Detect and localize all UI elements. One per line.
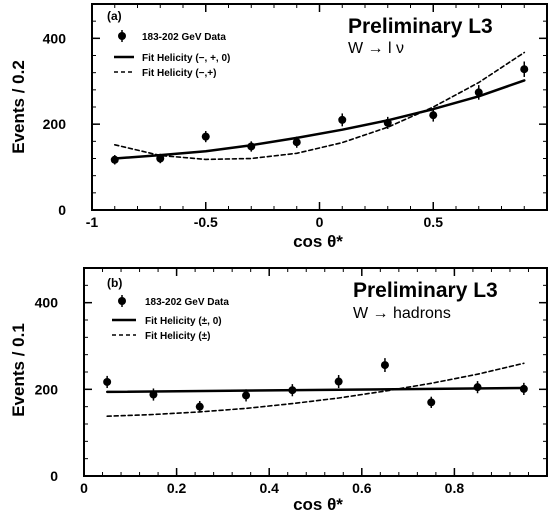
- panel-b-label: (b): [107, 276, 122, 290]
- panel-b-xtick-label: 0.2: [167, 480, 187, 496]
- panel-a-ytick-label: 0: [58, 202, 66, 218]
- panel-a-solid-fit-line: [113, 79, 526, 160]
- legend-entry-solid-fit: Fit Helicity (−, +, 0): [114, 53, 230, 64]
- panel-a-channel: W → l ν: [348, 40, 404, 57]
- panel-a-data-point: [201, 132, 210, 141]
- panel-b-xtick-label: 0.8: [445, 480, 465, 496]
- legend-dashed-label: Fit Helicity (±): [145, 331, 211, 342]
- panel-a-xtick-label: 0.5: [424, 214, 444, 230]
- legend-solid-label: Fit Helicity (±, 0): [145, 316, 222, 327]
- panel-a-ytick-label: 200: [43, 116, 67, 132]
- legend-data-marker: [118, 297, 126, 305]
- panel-a-label: (a): [107, 9, 122, 23]
- panel-b-ylabel: Events / 0.1: [9, 323, 28, 417]
- panel-a-xtick-label: -0.5: [194, 214, 218, 230]
- legend-entry-dashed-fit: Fit Helicity (−,+): [114, 68, 216, 79]
- panel-b-data-point: [380, 361, 389, 370]
- panel-b-ytick-label: 400: [35, 295, 59, 311]
- panel-a-xlabel: cos θ*: [293, 232, 343, 251]
- legend-entry-data: 183-202 GeV Data: [118, 295, 229, 308]
- panel-b-data-point: [334, 377, 343, 386]
- panel-b-ytick-label: 0: [50, 468, 58, 484]
- panel-b-data-point: [242, 391, 251, 400]
- panel-b-solid-fit-line: [105, 386, 526, 394]
- panel-a: -1 -0.5 0 0.5 0 200 400 (a) Preliminary L3 W →…: [9, 3, 548, 251]
- panel-a-data-point: [338, 115, 347, 124]
- legend-data-marker: [118, 32, 126, 40]
- panel-a-annotation: Preliminary L3: [348, 15, 493, 38]
- legend-entry-solid-fit: Fit Helicity (±, 0): [112, 316, 222, 327]
- panel-a-ylabel: Events / 0.2: [9, 60, 28, 154]
- panel-a-data-point: [292, 138, 301, 147]
- panel-a-xtick-label: 0: [316, 214, 324, 230]
- panel-a-frame: [91, 3, 548, 211]
- panel-a-data-point: [110, 155, 119, 164]
- panel-b-ytick-label: 200: [35, 381, 59, 397]
- panel-b-xlabel: cos θ*: [293, 495, 343, 514]
- panel-a-dashed-fit-line: [114, 51, 526, 161]
- panel-b-marks: 0 0.2 0.4 0.6 0.8 0 200 400: [35, 267, 548, 496]
- panel-a-legend: 183-202 GeV Data Fit Helicity (−, +, 0) …: [114, 30, 230, 79]
- panel-a-data-point: [520, 65, 529, 74]
- panel-b-data-point: [427, 398, 436, 407]
- panel-a-xtick-label: -1: [86, 214, 99, 230]
- legend-data-label: 183-202 GeV Data: [142, 32, 226, 43]
- panel-b-data-point: [195, 402, 204, 411]
- panel-b-xtick-label: 0: [80, 480, 88, 496]
- legend-entry-dashed-fit: Fit Helicity (±): [112, 331, 211, 342]
- panel-b-frame: [83, 267, 548, 477]
- panel-b-annotation: Preliminary L3: [353, 279, 498, 302]
- panel-a-ytick-label: 400: [43, 30, 67, 46]
- legend-dashed-label: Fit Helicity (−,+): [142, 68, 216, 79]
- panel-a-data-point: [429, 111, 438, 120]
- panel-b-data-point: [103, 377, 112, 386]
- legend-solid-label: Fit Helicity (−, +, 0): [142, 53, 230, 64]
- panel-b-legend: 183-202 GeV Data Fit Helicity (±, 0) Fit…: [112, 295, 229, 342]
- legend-data-label: 183-202 GeV Data: [145, 297, 229, 308]
- panel-a-marks: -1 -0.5 0 0.5 0 200 400: [43, 3, 548, 230]
- panel-b-dashed-fit-line: [106, 362, 525, 418]
- panel-b-channel: W → hadrons: [353, 305, 451, 322]
- panel-b-xtick-label: 0.6: [352, 480, 372, 496]
- panel-b-xtick-label: 0.4: [259, 480, 279, 496]
- legend-entry-data: 183-202 GeV Data: [118, 30, 226, 43]
